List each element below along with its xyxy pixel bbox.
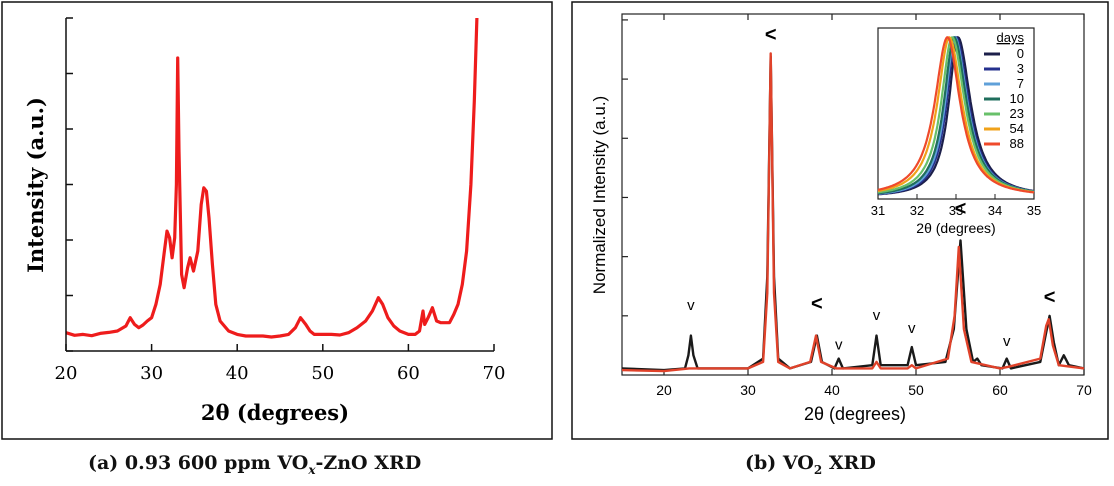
panel-a-x-tick-label: 30: [140, 363, 163, 384]
inset-x-axis-label: 2θ (degrees): [916, 220, 995, 236]
inset-legend-label: 10: [1010, 91, 1024, 106]
panel-a-x-tick-label: 40: [226, 363, 249, 384]
panel-b-peak-marker: v: [908, 320, 916, 337]
panel-b-x-tick-label: 20: [656, 382, 672, 398]
panel-b-peak-marker: v: [1003, 333, 1011, 350]
panel-b-plot-area: [621, 13, 1085, 376]
panel-b-caption: (b) VO2 XRD: [745, 452, 876, 477]
panel-a-x-tick-label: 50: [311, 363, 334, 384]
inset-series-line: [877, 36, 1035, 194]
inset-x-tick-label: 31: [871, 203, 885, 218]
inset-legend-label: 3: [1017, 61, 1024, 76]
panel-b-series-red: [621, 52, 1085, 373]
panel-b-x-tick-label: 30: [740, 382, 756, 398]
panel-a-y-axis-label: Intensity (a.u.): [23, 97, 48, 273]
panel-b-frame: [571, 1, 1109, 440]
inset-legend-label: 54: [1010, 121, 1024, 136]
inset-x-tick-label: 32: [910, 203, 924, 218]
panel-b-peak-marker: <: [765, 24, 777, 46]
panel-a-x-tick-label: 60: [397, 363, 420, 384]
inset-legend-title: days: [997, 30, 1025, 45]
panel-b-peak-marker: v: [873, 307, 881, 324]
panel-a-x-tick-label: 20: [55, 363, 78, 384]
panel-b-x-tick-label: 60: [992, 382, 1008, 398]
inset-x-tick-label: 33: [949, 203, 963, 218]
panel-b-x-tick-label: 40: [824, 382, 840, 398]
panel-b-x-axis-label: 2θ (degrees): [804, 404, 906, 424]
panel-b-peak-marker: v: [835, 336, 843, 353]
inset-legend-label: 23: [1010, 106, 1024, 121]
inset-legend-label: 88: [1010, 136, 1024, 151]
panel-a-x-tick-label: 70: [483, 363, 506, 384]
panel-b-peak-marker: <: [955, 198, 967, 220]
panel-a-chart: 20 30 40 50 60 70 Intensity (a.u.) 2θ (degree…: [1, 1, 553, 440]
panel-a-series-line: [65, 17, 479, 339]
panel-a-x-axis-label: 2θ (degrees): [201, 400, 349, 425]
panel-b-y-axis-label: Normalized Intensity (a.u.): [590, 96, 609, 294]
panel-a-frame: [1, 1, 553, 440]
inset-legend-label: 7: [1017, 76, 1024, 91]
inset-x-tick-label: 35: [1027, 203, 1041, 218]
inset-x-tick-label: 34: [988, 203, 1002, 218]
panel-b-x-tick-label: 70: [1076, 382, 1092, 398]
panel-a-caption: (a) 0.93 600 ppm VOx-ZnO XRD: [88, 452, 422, 477]
panel-b-peak-marker: <: [811, 293, 823, 315]
panel-b-x-tick-label: 50: [908, 382, 924, 398]
inset-legend-label: 0: [1017, 46, 1024, 61]
panel-b-peak-marker: v: [687, 297, 695, 314]
panel-b-peak-marker: <: [1044, 286, 1056, 308]
panel-b-chart: 20 30 40 50 60 70 v<<vvv<v< Normalized Intens…: [571, 1, 1109, 440]
